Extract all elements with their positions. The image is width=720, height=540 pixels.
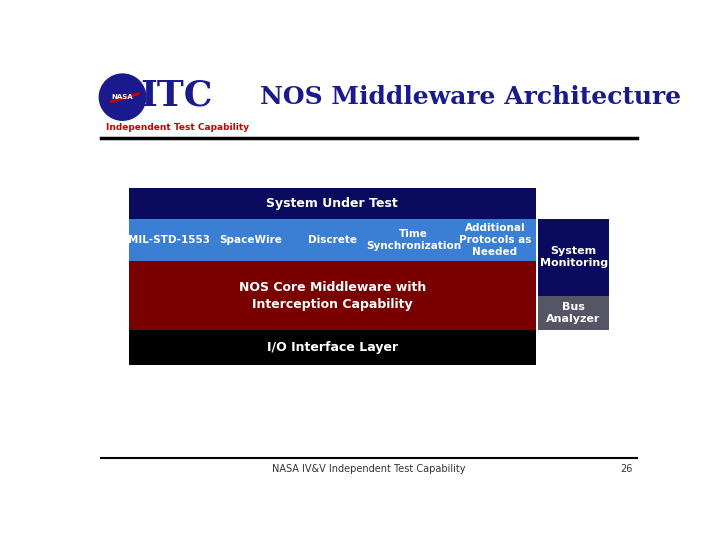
Text: MIL-STD-1553: MIL-STD-1553 [128,235,210,245]
Text: Bus
Analyzer: Bus Analyzer [546,302,600,325]
Bar [538,219,609,330]
Text: NOS Middleware Architecture: NOS Middleware Architecture [261,85,682,109]
Text: Time
Synchronization: Time Synchronization [366,229,461,251]
Text: SpaceWire: SpaceWire [220,235,282,245]
Text: Independent Test Capability: Independent Test Capability [106,123,248,132]
Bar [129,261,536,330]
Text: ITC: ITC [140,79,213,113]
Text: NOS Core Middleware with
Interception Capability: NOS Core Middleware with Interception Ca… [238,281,426,311]
Text: 26: 26 [620,464,632,474]
Circle shape [99,74,145,120]
Bar [129,219,536,261]
Text: Discrete: Discrete [307,235,356,245]
Text: Additional
Protocols as
Needed: Additional Protocols as Needed [459,222,531,258]
Text: System Under Test: System Under Test [266,197,398,210]
Text: NASA: NASA [112,94,133,100]
Bar [129,330,536,365]
Text: System
Monitoring: System Monitoring [539,246,608,268]
Bar [129,188,536,219]
Text: I/O Interface Layer: I/O Interface Layer [266,341,397,354]
Text: NASA IV&V Independent Test Capability: NASA IV&V Independent Test Capability [272,464,466,474]
Bar [538,296,609,330]
